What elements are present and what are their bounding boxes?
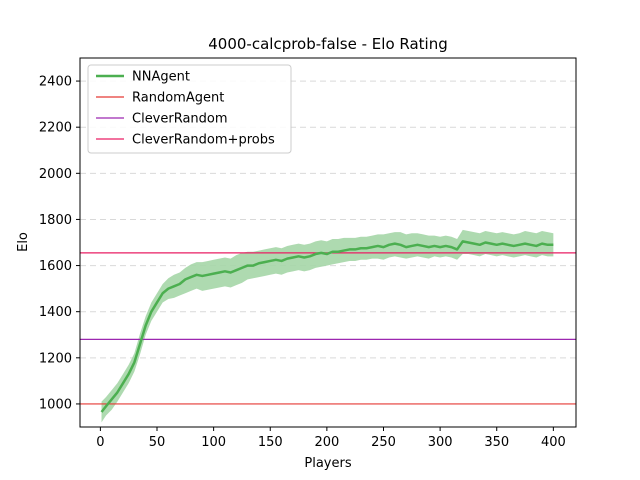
x-tick-label: 150 — [258, 435, 283, 450]
x-tick-label: 50 — [149, 435, 166, 450]
y-axis: 1000 1200 1400 1600 1800 2000 2200 2400 — [39, 75, 80, 412]
y-tick-label: 1000 — [39, 397, 72, 412]
x-tick-label: 250 — [371, 435, 396, 450]
y-tick-label: 1400 — [39, 305, 72, 320]
x-tick-label: 100 — [201, 435, 226, 450]
x-tick-label: 200 — [314, 435, 339, 450]
x-tick-label: 0 — [96, 435, 104, 450]
x-axis-label: Players — [304, 456, 351, 471]
legend-label-nnagent: NNAgent — [132, 70, 190, 85]
legend-label-randomagent: RandomAgent — [132, 91, 224, 106]
y-axis-label: Elo — [16, 232, 31, 252]
chart-title: 4000-calcprob-false - Elo Rating — [208, 35, 448, 53]
x-tick-label: 350 — [484, 435, 509, 450]
y-tick-label: 2000 — [39, 167, 72, 182]
y-tick-label: 2400 — [39, 75, 72, 90]
y-tick-label: 1800 — [39, 213, 72, 228]
y-tick-label: 1600 — [39, 259, 72, 274]
nnagent-line — [100, 240, 554, 413]
plot-frame — [79, 57, 577, 428]
x-tick-label: 400 — [541, 435, 566, 450]
legend-box — [87, 64, 292, 154]
legend-label-cleverrandom: CleverRandom — [132, 112, 228, 127]
y-tick-label: 1200 — [39, 351, 72, 366]
y-tick-label: 2200 — [39, 121, 72, 136]
confidence-band-layer — [101, 229, 554, 423]
series-lines — [100, 240, 554, 413]
legend-label-cleverrandom-probs: CleverRandom+probs — [132, 133, 275, 148]
legend: NNAgent RandomAgent CleverRandom CleverRand… — [87, 64, 292, 154]
nnagent-confidence-band — [101, 229, 554, 423]
x-axis: 0 50 100 150 200 250 300 350 400 — [96, 427, 566, 450]
x-tick-label: 300 — [428, 435, 453, 450]
